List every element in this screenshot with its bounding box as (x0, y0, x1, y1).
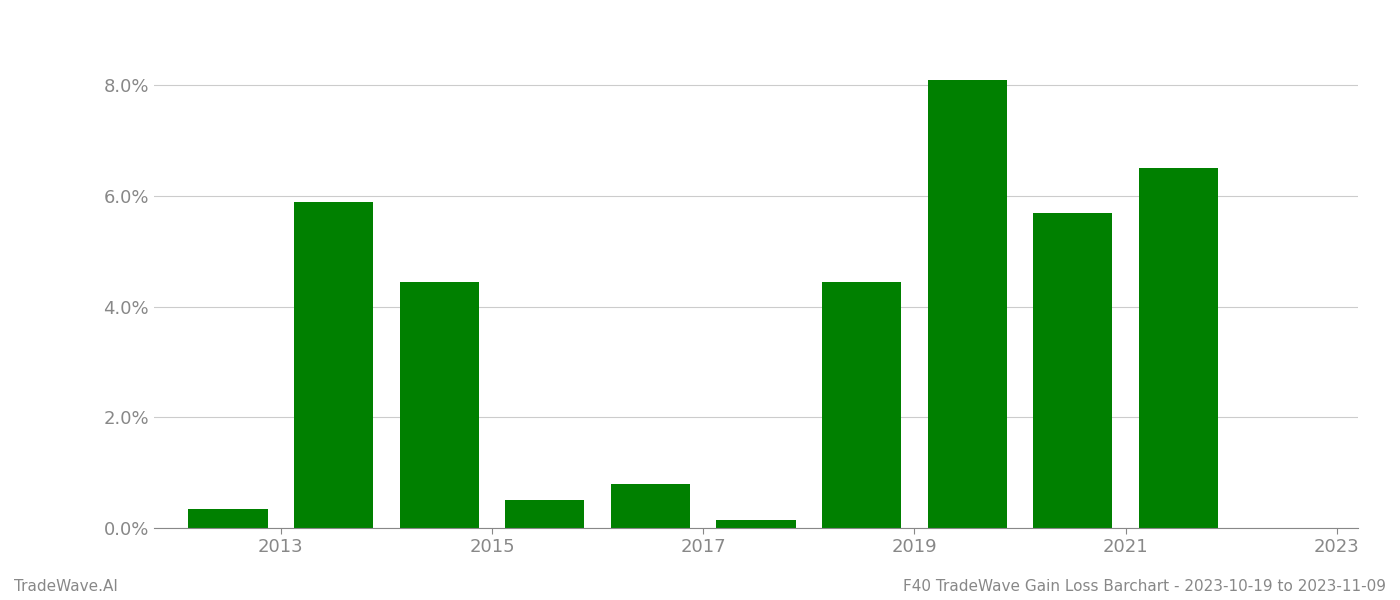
Bar (399, 282, 479, 528)
Bar (294, 202, 374, 528)
Bar (1033, 212, 1113, 528)
Bar (189, 509, 267, 528)
Bar (505, 500, 584, 528)
Bar (1138, 169, 1218, 528)
Text: TradeWave.AI: TradeWave.AI (14, 579, 118, 594)
Bar (822, 282, 902, 528)
Bar (717, 520, 795, 528)
Text: F40 TradeWave Gain Loss Barchart - 2023-10-19 to 2023-11-09: F40 TradeWave Gain Loss Barchart - 2023-… (903, 579, 1386, 594)
Bar (610, 484, 690, 528)
Bar (928, 80, 1007, 528)
